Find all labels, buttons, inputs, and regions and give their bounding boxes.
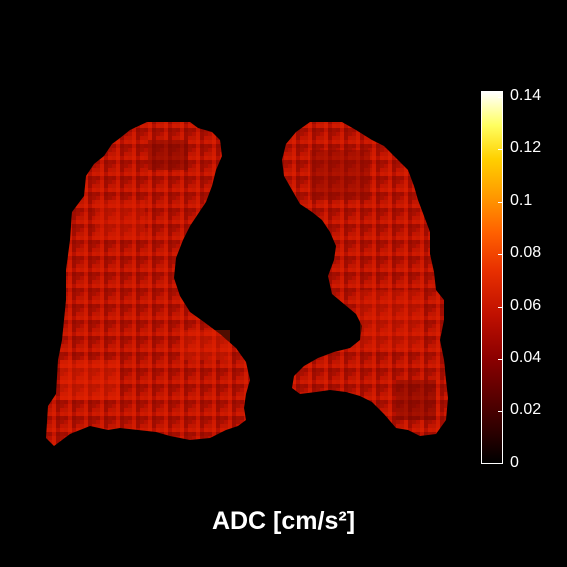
colorbar-tick-label: 0 xyxy=(510,454,519,471)
colorbar xyxy=(481,91,503,464)
colorbar-tick-label: 0.06 xyxy=(510,297,542,314)
colorbar-tick xyxy=(498,202,503,203)
colorbar-tick xyxy=(498,411,503,412)
colorbar-tick-label: 0.08 xyxy=(510,244,542,261)
right-lung xyxy=(46,122,250,446)
colorbar-caption: ADC [cm/s²] xyxy=(211,507,356,535)
colorbar-tick xyxy=(498,254,503,255)
colorbar-tick-label: 0.02 xyxy=(510,401,542,418)
colorbar-tick-label: 0.04 xyxy=(510,349,542,366)
colorbar-tick xyxy=(498,149,503,150)
colorbar-tick-label: 0.12 xyxy=(510,139,542,156)
colorbar-tick-label: 0.1 xyxy=(510,192,533,209)
colorbar-tick-label: 0.14 xyxy=(510,87,542,104)
left-lung xyxy=(282,122,448,436)
colorbar-tick xyxy=(498,97,503,98)
colorbar-tick xyxy=(498,359,503,360)
colorbar-tick xyxy=(498,307,503,308)
